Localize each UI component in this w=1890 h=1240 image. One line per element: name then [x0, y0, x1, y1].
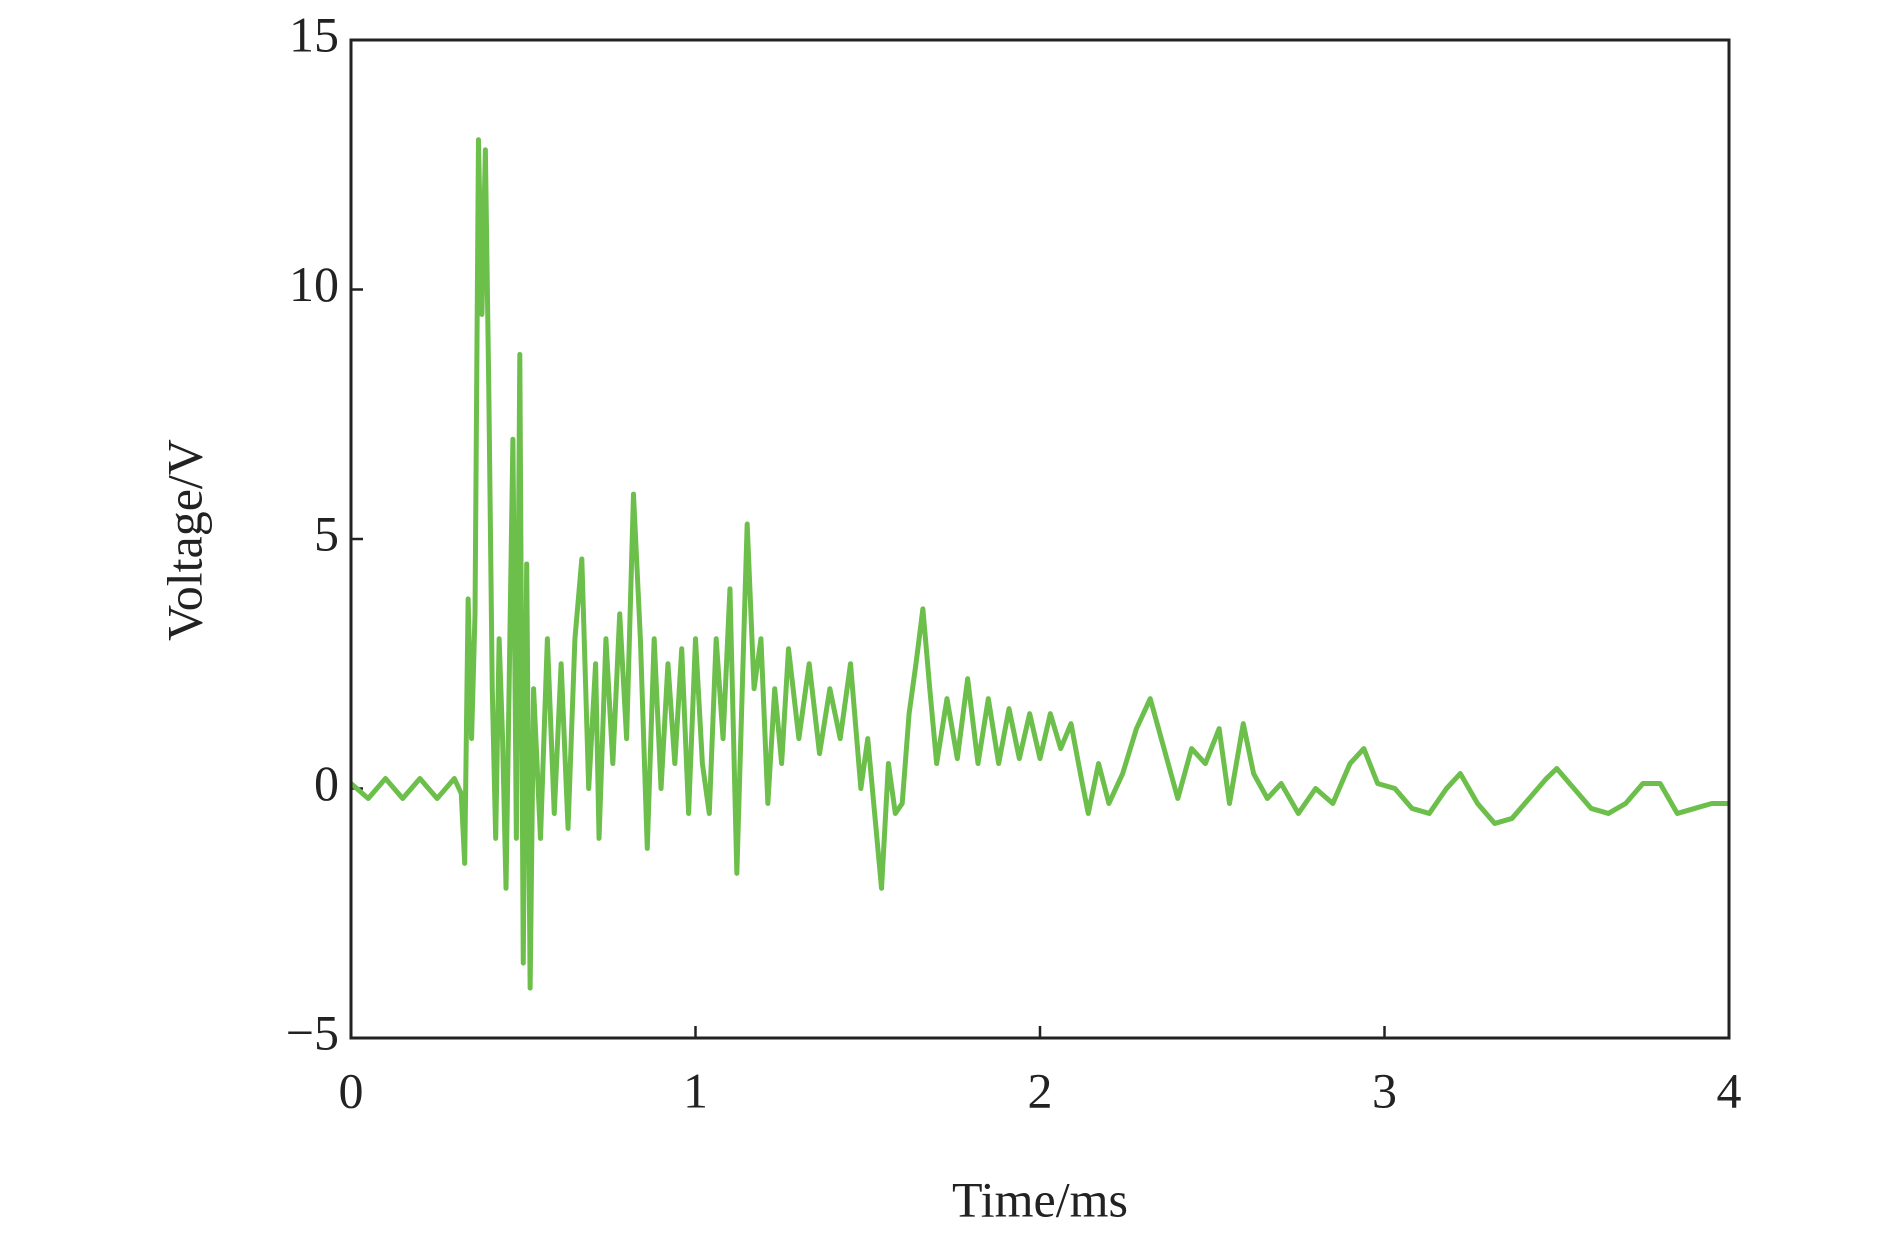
y-axis-label: Voltage/V — [156, 439, 212, 641]
y-tick-label: 15 — [289, 6, 339, 62]
x-tick-label: 0 — [339, 1062, 364, 1118]
x-axis-label: Time/ms — [952, 1171, 1128, 1227]
y-tick-label: 10 — [289, 256, 339, 312]
y-tick-label: 5 — [314, 505, 339, 561]
plot-frame — [349, 38, 1731, 1040]
x-tick-label: 3 — [1372, 1062, 1397, 1118]
y-tick-label: 0 — [314, 755, 339, 811]
signal-line — [349, 137, 1729, 991]
y-tick-label: −5 — [286, 1004, 339, 1060]
x-tick-label: 4 — [1717, 1062, 1742, 1118]
x-tick-label: 2 — [1028, 1062, 1053, 1118]
x-tick-label: 1 — [683, 1062, 708, 1118]
